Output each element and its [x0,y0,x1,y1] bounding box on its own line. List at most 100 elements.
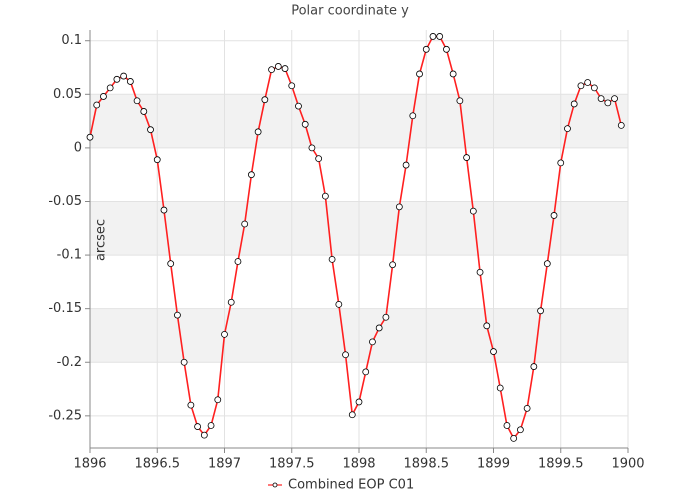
x-tick-label: 1899 [477,457,510,472]
point [247,171,255,179]
point [140,108,148,115]
point [308,144,316,152]
point [570,100,578,108]
point [523,404,531,412]
point [254,128,262,136]
y-tick-label: -0.1 [57,248,82,263]
point [281,65,289,72]
y-tick-label: -0.25 [48,408,82,423]
point [382,313,390,321]
point [469,207,477,215]
point [517,426,524,434]
y-tick-label: 0.05 [53,87,82,102]
point [200,431,208,439]
point [315,155,323,163]
point [174,311,181,319]
point [288,82,296,90]
point [167,260,175,268]
point [584,79,592,86]
point [577,82,585,90]
point [335,300,343,308]
point [227,298,235,306]
point [510,434,518,442]
point [456,97,464,105]
point [355,398,363,406]
point [443,45,450,53]
point [422,45,430,53]
point [483,322,491,330]
x-tick-label: 1898 [342,457,375,472]
point [274,63,282,70]
point [409,112,417,120]
legend-label: Combined EOP C01 [288,478,414,493]
point [268,66,275,74]
point [328,255,336,263]
point [348,411,356,419]
point [153,156,161,164]
point [416,70,423,78]
point [321,192,329,200]
point [597,95,605,102]
point [395,203,403,211]
point [604,99,612,107]
y-tick-label: 0 [74,140,82,155]
point [369,338,376,346]
point [133,97,141,105]
point [375,324,383,332]
point [301,120,309,128]
point [611,95,618,102]
point [449,70,457,78]
point [557,159,565,167]
series-line [89,35,623,440]
point [503,422,511,429]
chart-title: Polar coordinate y [291,4,409,19]
point [436,33,444,40]
point [476,268,484,276]
point [214,396,222,404]
x-tick-label: 1897 [208,457,241,472]
point [180,358,188,366]
point [342,351,349,359]
x-tick-label: 1900 [611,457,644,472]
point [530,363,538,370]
x-tick-label: 1897.5 [269,457,315,472]
point [126,78,134,85]
point [389,261,397,269]
point [113,75,121,83]
point [295,102,302,110]
point [241,220,249,228]
point [362,368,370,376]
point [429,33,437,40]
x-tick-label: 1898.5 [404,457,450,472]
point [463,154,471,161]
marks [86,33,625,442]
point [402,161,410,169]
point [543,260,551,268]
point [93,101,101,109]
x-tick-label: 1896.5 [135,457,181,472]
point [120,72,128,80]
point [496,384,504,392]
point [221,330,228,338]
legend-marker [272,482,278,488]
point [617,121,625,129]
point [590,84,598,92]
point [207,422,215,429]
point [187,401,195,409]
y-tick-label: -0.2 [57,355,82,370]
point [261,96,269,104]
grid [85,30,629,453]
y-tick-label: 0.1 [61,33,82,48]
point [564,125,571,133]
point [550,212,558,219]
y-axis-label: arcsec [94,219,109,261]
y-tick-label: -0.05 [48,194,82,209]
point [490,348,497,355]
point [194,423,202,430]
point [106,84,114,92]
point [100,93,107,100]
x-tick-label: 1899.5 [538,457,584,472]
point [234,258,242,265]
point [537,307,544,315]
